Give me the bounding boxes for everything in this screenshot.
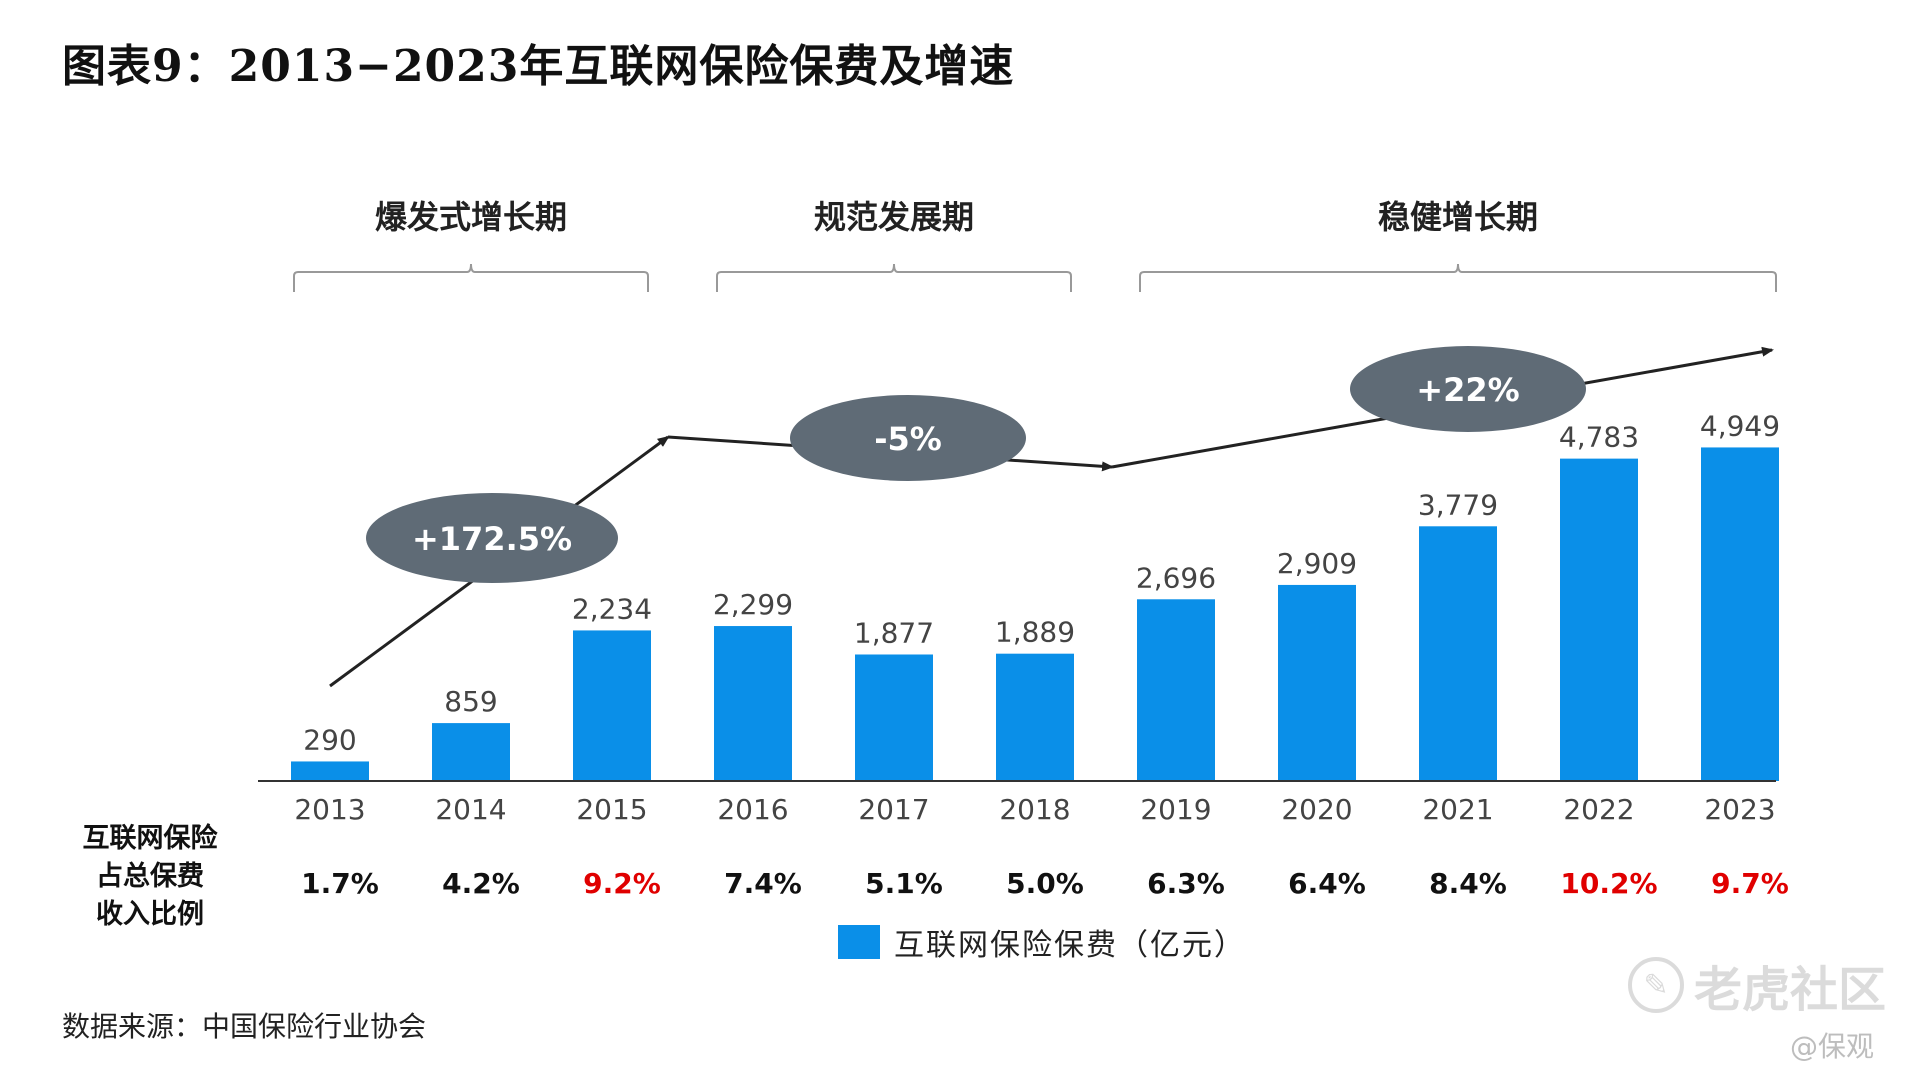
x-tick-label-2020: 2020 [1281, 793, 1352, 826]
legend-swatch [838, 925, 880, 959]
bar-2019 [1137, 599, 1215, 781]
ratio-label-2013: 1.7% [301, 867, 379, 900]
ratio-label-2016: 7.4% [724, 867, 802, 900]
watermark: ✎ 老虎社区 [1628, 950, 1886, 1020]
value-label-2018: 1,889 [995, 616, 1075, 649]
tiger-community-logo-icon: ✎ [1628, 957, 1684, 1013]
phase-label-1: 爆发式增长期 [375, 198, 567, 236]
ratio-label-2017: 5.1% [865, 867, 943, 900]
value-label-2013: 290 [303, 723, 356, 756]
ratio-label-2014: 4.2% [442, 867, 520, 900]
data-source-note: 数据来源：中国保险行业协会 [62, 1010, 427, 1043]
x-tick-label-2022: 2022 [1563, 793, 1634, 826]
bar-2021 [1419, 526, 1497, 781]
ratio-label-2015: 9.2% [583, 867, 661, 900]
value-label-2016: 2,299 [713, 588, 793, 621]
growth-bubble-3-text: +22% [1416, 371, 1519, 409]
phase-label-3: 稳健增长期 [1378, 198, 1538, 236]
ratio-row-header: 互联网保险 占总保费 收入比例 [60, 820, 240, 934]
x-tick-label-2014: 2014 [435, 793, 506, 826]
bar-2022 [1560, 458, 1638, 781]
bar-2013 [291, 761, 369, 781]
x-tick-label-2019: 2019 [1140, 793, 1211, 826]
bar-2015 [573, 630, 651, 781]
value-label-2014: 859 [444, 685, 497, 718]
phase-label-2: 规范发展期 [814, 198, 974, 236]
x-tick-label-2016: 2016 [717, 793, 788, 826]
ratio-row-header-line-2: 占总保费 [96, 861, 204, 892]
ratio-label-2018: 5.0% [1006, 867, 1084, 900]
bar-2020 [1278, 584, 1356, 781]
growth-bubble-2-text: -5% [874, 420, 942, 458]
watermark-author: @保观 [1790, 1030, 1875, 1063]
phase-brace-3 [1139, 263, 1777, 292]
chart-legend: 互联网保险保费（亿元） [838, 920, 1246, 964]
phase-brace-2 [716, 263, 1072, 292]
bar-2023 [1701, 447, 1779, 781]
phase-brace-1 [293, 263, 649, 292]
x-tick-label-2017: 2017 [858, 793, 929, 826]
x-tick-label-2015: 2015 [576, 793, 647, 826]
growth-bubble-3: +22% [1350, 346, 1586, 432]
value-label-2022: 4,783 [1559, 421, 1639, 454]
bar-2017 [855, 654, 933, 781]
ratio-row-header-line-1: 互联网保险 [82, 823, 218, 854]
ratio-label-2023: 9.7% [1711, 867, 1789, 900]
value-label-2023: 4,949 [1700, 409, 1780, 442]
watermark-text: 老虎社区 [1694, 962, 1887, 1018]
growth-bubble-2: -5% [790, 395, 1026, 481]
page-title: 图表9：2013−2023年互联网保险保费及增速 [62, 41, 1015, 92]
bar-2018 [996, 653, 1074, 781]
ratio-label-2022: 10.2% [1560, 867, 1657, 900]
ratio-label-2019: 6.3% [1147, 867, 1225, 900]
value-label-2020: 2,909 [1277, 547, 1357, 580]
growth-bubble-1-text: +172.5% [412, 520, 572, 558]
x-tick-label-2013: 2013 [294, 793, 365, 826]
ratio-row-header-line-3: 收入比例 [96, 899, 204, 930]
bar-2016 [714, 626, 792, 781]
ratio-label-2020: 6.4% [1288, 867, 1366, 900]
value-label-2015: 2,234 [572, 592, 652, 625]
value-label-2019: 2,696 [1136, 561, 1216, 594]
x-tick-label-2018: 2018 [999, 793, 1070, 826]
value-label-2021: 3,779 [1418, 488, 1498, 521]
growth-bubble-1: +172.5% [366, 493, 618, 583]
legend-label: 互联网保险保费（亿元） [894, 928, 1246, 963]
value-label-2017: 1,877 [854, 616, 934, 649]
x-tick-label-2021: 2021 [1422, 793, 1493, 826]
bar-2014 [432, 723, 510, 781]
ratio-label-2021: 8.4% [1429, 867, 1507, 900]
x-tick-label-2023: 2023 [1704, 793, 1775, 826]
